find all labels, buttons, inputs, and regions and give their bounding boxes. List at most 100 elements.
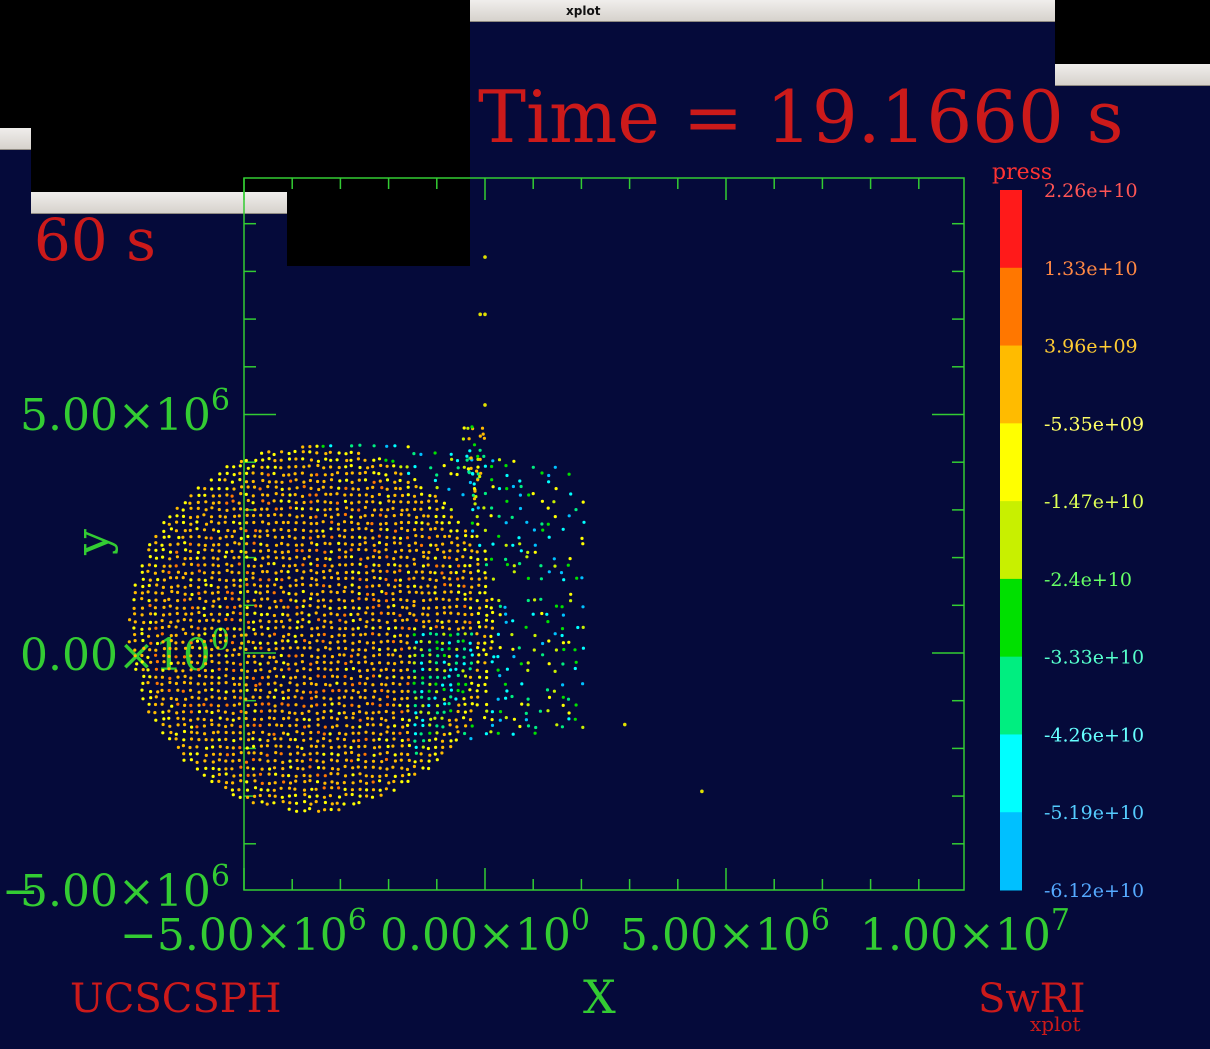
colorbar-segment bbox=[1000, 423, 1022, 502]
particle bbox=[225, 471, 229, 475]
particle bbox=[161, 731, 165, 735]
particle bbox=[427, 738, 432, 742]
particle bbox=[575, 576, 579, 580]
particle bbox=[141, 697, 145, 701]
particle bbox=[533, 550, 537, 554]
particle bbox=[461, 493, 465, 497]
particle bbox=[384, 514, 388, 519]
particle bbox=[308, 604, 312, 608]
particle bbox=[309, 704, 314, 708]
particle bbox=[475, 689, 479, 693]
particle bbox=[406, 485, 410, 489]
particle bbox=[316, 605, 320, 609]
particle bbox=[412, 669, 416, 673]
particle bbox=[344, 570, 348, 575]
particle bbox=[195, 745, 199, 749]
window-titlebar[interactable]: xplot bbox=[470, 0, 1055, 22]
titlebar-back[interactable] bbox=[31, 192, 287, 214]
particle bbox=[330, 674, 335, 678]
particle bbox=[435, 668, 439, 672]
particle bbox=[419, 507, 423, 511]
particle bbox=[482, 436, 486, 440]
particle bbox=[434, 745, 438, 750]
particle bbox=[267, 648, 271, 652]
particle bbox=[282, 634, 286, 639]
particle bbox=[154, 591, 158, 595]
particle bbox=[434, 597, 439, 601]
particle bbox=[343, 499, 348, 503]
particle bbox=[161, 585, 165, 590]
particle bbox=[469, 648, 473, 652]
particle bbox=[321, 590, 325, 594]
particle bbox=[351, 725, 355, 729]
particle-points bbox=[127, 255, 704, 813]
particle bbox=[279, 466, 283, 470]
particle bbox=[293, 536, 297, 540]
particle bbox=[378, 779, 382, 783]
particle bbox=[336, 772, 340, 776]
titlebar-far-left[interactable] bbox=[0, 128, 31, 150]
particle bbox=[254, 604, 258, 608]
particle bbox=[399, 668, 403, 673]
particle bbox=[380, 688, 384, 693]
particle bbox=[392, 668, 396, 672]
particle bbox=[315, 563, 319, 568]
particle bbox=[449, 709, 453, 713]
particle bbox=[421, 667, 425, 672]
particle bbox=[322, 479, 326, 484]
particle bbox=[384, 458, 388, 462]
isolated-particle bbox=[483, 312, 487, 317]
particle bbox=[267, 794, 272, 798]
particle bbox=[237, 571, 241, 575]
particle bbox=[258, 793, 262, 798]
particle bbox=[202, 556, 206, 560]
particle bbox=[302, 753, 306, 757]
particle bbox=[216, 730, 220, 734]
particle bbox=[266, 661, 270, 665]
particle bbox=[281, 731, 286, 735]
particle bbox=[309, 682, 313, 686]
particle bbox=[323, 774, 327, 778]
particle bbox=[342, 599, 346, 603]
particle bbox=[427, 759, 431, 763]
particle bbox=[371, 465, 375, 469]
particle bbox=[447, 718, 451, 722]
particle bbox=[302, 570, 306, 574]
particle bbox=[265, 744, 269, 748]
particle bbox=[322, 675, 326, 679]
particle bbox=[398, 682, 402, 686]
particle bbox=[169, 730, 173, 735]
particle bbox=[484, 732, 488, 736]
particle bbox=[251, 479, 255, 484]
particle bbox=[365, 585, 369, 589]
particle bbox=[442, 611, 447, 615]
isolated-particle bbox=[483, 255, 487, 259]
particle bbox=[175, 555, 179, 559]
titlebar-right[interactable] bbox=[1055, 64, 1210, 86]
particle bbox=[232, 465, 236, 469]
particle bbox=[273, 759, 277, 763]
particle bbox=[412, 613, 416, 617]
particle bbox=[280, 723, 284, 728]
particle bbox=[174, 529, 178, 533]
particle bbox=[314, 515, 318, 519]
particle bbox=[177, 535, 181, 540]
particle bbox=[175, 711, 179, 715]
particle bbox=[449, 571, 453, 575]
particle bbox=[344, 563, 348, 567]
particle bbox=[372, 444, 376, 448]
particle bbox=[469, 571, 473, 575]
particle bbox=[385, 695, 390, 699]
particle bbox=[476, 522, 480, 526]
particle bbox=[419, 486, 423, 490]
particle bbox=[175, 611, 179, 616]
particle bbox=[342, 737, 346, 742]
particle bbox=[272, 528, 276, 532]
colorbar-tick-label: 1.33e+10 bbox=[1044, 258, 1138, 280]
colorbar-segment bbox=[1000, 734, 1022, 813]
particle bbox=[181, 508, 185, 512]
particle bbox=[447, 641, 451, 645]
particle bbox=[391, 592, 395, 596]
particle bbox=[230, 597, 234, 601]
particle bbox=[300, 625, 304, 629]
